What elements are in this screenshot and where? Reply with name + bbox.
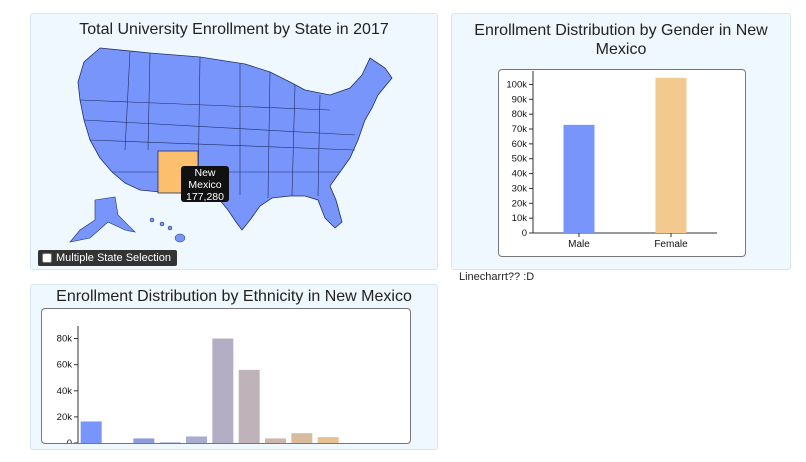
y-tick-label: 60k	[57, 360, 73, 371]
checkbox-label: Multiple State Selection	[56, 252, 171, 264]
gender-title: Enrollment Distribution by Gender in New…	[474, 22, 768, 58]
y-tick-label: 10k	[512, 213, 528, 224]
ethnicity-panel: Enrollment Distribution by Ethnicity in …	[30, 284, 438, 450]
y-tick-label: 20k	[57, 412, 73, 423]
bar	[563, 124, 595, 233]
bar	[133, 438, 155, 443]
bar	[159, 442, 181, 443]
bar	[655, 77, 687, 233]
tooltip-line: New	[194, 167, 216, 179]
bar	[186, 436, 207, 443]
y-tick-label: 80k	[512, 109, 528, 120]
ethnicity-chart-box: 0 20k 40k 60k 80k	[41, 308, 411, 449]
y-tick-label: 90k	[512, 94, 528, 105]
tooltip-value: 177,280	[186, 191, 224, 203]
tooltip-line: Mexico	[188, 179, 222, 191]
multiple-state-checkbox[interactable]	[42, 253, 52, 263]
y-tick-label: 50k	[512, 154, 528, 165]
map-tooltip: New Mexico 177,280	[181, 166, 229, 203]
y-tick-label: 20k	[512, 198, 528, 209]
state-borders	[79, 51, 356, 199]
state-alaska[interactable]	[69, 196, 136, 243]
y-tick-label: 100k	[506, 79, 527, 90]
ethnicity-title: Enrollment Distribution by Ethnicity in …	[56, 288, 412, 305]
contiguous-us[interactable]	[77, 47, 393, 231]
gender-chart-box: 0 10k 20k 30k 40k 50k 60k 70k 80k 90k 100k Male Fema…	[498, 69, 746, 257]
x-tick-label: Female	[654, 239, 688, 250]
linechart-placeholder: Linecharrt?? :D	[459, 271, 535, 283]
bar	[238, 369, 260, 443]
multiple-state-selection[interactable]: Multiple State Selection	[38, 250, 177, 266]
map-title: Total University Enrollment by State in …	[79, 21, 389, 38]
state-hawaii[interactable]	[149, 217, 186, 243]
y-tick-label: 30k	[512, 183, 528, 194]
bar	[265, 438, 286, 443]
bar	[80, 421, 102, 443]
us-map[interactable]	[0, 0, 440, 270]
ethnicity-chart: 0 20k 40k 60k 80k	[57, 326, 339, 449]
bar	[317, 437, 339, 443]
bar	[212, 338, 234, 443]
y-tick-label: 80k	[57, 334, 73, 345]
gender-panel: Enrollment Distribution by Gender in New…	[451, 13, 791, 270]
gender-chart: 0 10k 20k 30k 40k 50k 60k 70k 80k 90k 100k Male Fema…	[506, 71, 717, 250]
y-tick-label: 0	[67, 438, 72, 443]
y-tick-label: 40k	[512, 169, 528, 180]
x-tick-label: Male	[568, 239, 590, 250]
y-tick-label: 60k	[512, 139, 528, 150]
y-tick-label: 0	[522, 228, 527, 239]
y-tick-label: 40k	[57, 386, 73, 397]
bar	[291, 433, 313, 443]
y-tick-label: 70k	[512, 124, 528, 135]
